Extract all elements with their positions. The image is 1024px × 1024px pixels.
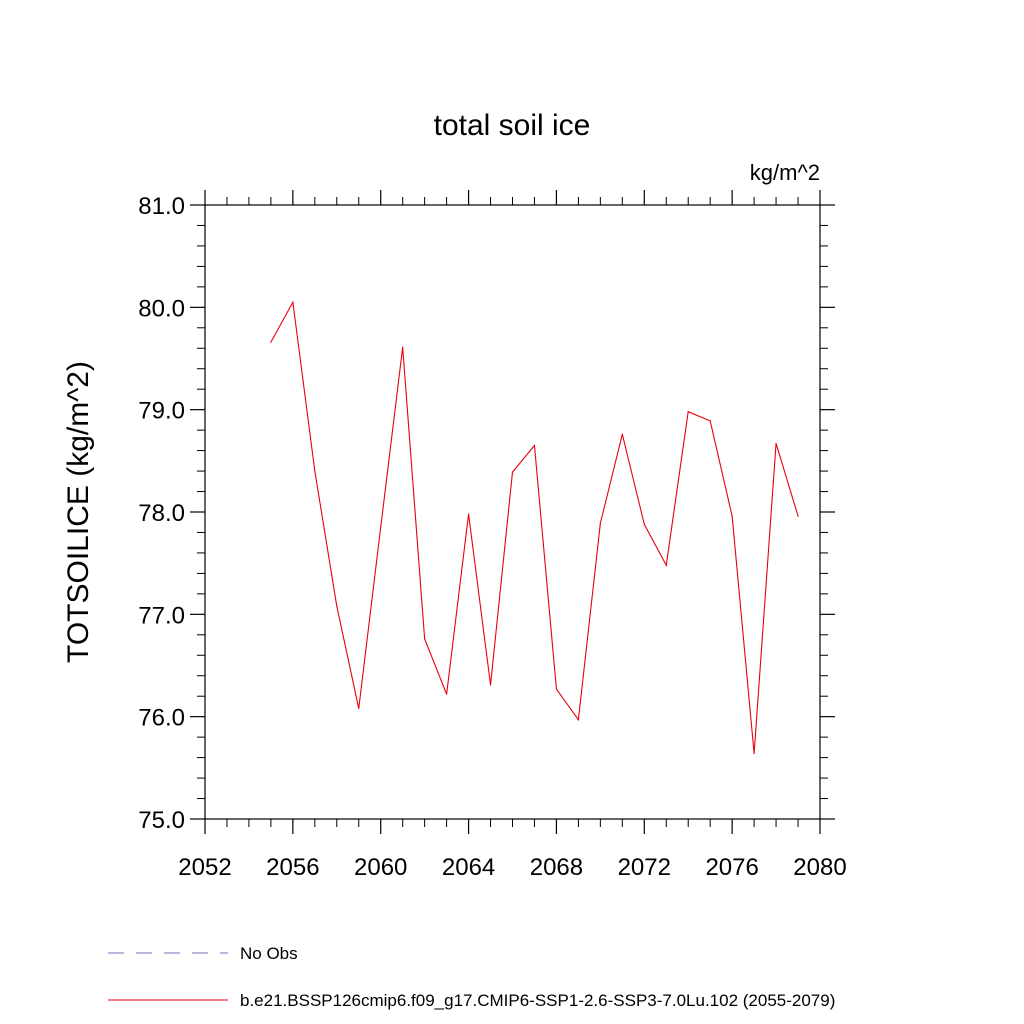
- y-tick-label: 77.0: [138, 602, 185, 629]
- x-tick-label: 2068: [530, 854, 583, 881]
- series-line: [270, 300, 799, 754]
- data-point: [797, 515, 799, 517]
- data-point: [446, 693, 448, 695]
- chart-title: total soil ice: [434, 109, 591, 142]
- data-point: [599, 522, 601, 524]
- x-tick-label: 2072: [618, 854, 671, 881]
- major-ticks: [190, 190, 835, 834]
- data-point: [402, 346, 404, 348]
- y-tick-label: 78.0: [138, 500, 185, 527]
- x-tick-label: 2064: [442, 854, 495, 881]
- data-point: [533, 444, 536, 447]
- data-point: [621, 433, 623, 435]
- legend: No Obs b.e21.BSSP126cmip6.f09_g17.CMIP6-S…: [108, 944, 835, 1010]
- data-point: [467, 513, 470, 515]
- data-point: [687, 411, 689, 413]
- data-point: [577, 719, 579, 721]
- data-point: [775, 442, 777, 445]
- data-point: [380, 526, 382, 528]
- x-tick-label: 2052: [178, 854, 231, 881]
- data-point: [555, 688, 558, 690]
- data-point: [731, 515, 733, 517]
- data-point: [753, 752, 755, 755]
- plot-frame: [204, 204, 821, 820]
- x-tick-label: 2076: [705, 854, 758, 881]
- x-tick-label: 2056: [266, 854, 319, 881]
- y-tick-label: 80.0: [138, 295, 185, 322]
- data-point: [292, 301, 294, 303]
- x-tick-label: 2060: [354, 854, 407, 881]
- x-tick-labels: 2052 2056 2060 2064 2068 2072 2076 2080: [178, 854, 846, 881]
- y-axis-label: TOTSOILICE (kg/m^2): [62, 361, 95, 663]
- data-point: [709, 420, 711, 422]
- y-tick-label: 75.0: [138, 807, 185, 834]
- y-tick-label: 81.0: [138, 193, 185, 220]
- y-tick-label: 79.0: [138, 398, 185, 425]
- legend-label: b.e21.BSSP126cmip6.f09_g17.CMIP6-SSP1-2.…: [240, 991, 835, 1010]
- x-tick-label: 2080: [793, 854, 846, 881]
- data-point: [336, 605, 338, 607]
- data-point: [424, 638, 426, 640]
- minor-ticks: [197, 197, 828, 827]
- data-point: [270, 341, 272, 343]
- y-tick-labels: 75.0 76.0 77.0 78.0 79.0 80.0 81.0: [138, 193, 185, 834]
- data-point: [358, 707, 360, 710]
- data-point: [489, 684, 492, 686]
- series-layer: [270, 300, 799, 755]
- units-label: kg/m^2: [750, 160, 820, 185]
- data-point: [511, 471, 514, 473]
- y-tick-label: 76.0: [138, 705, 185, 732]
- data-point: [314, 470, 316, 472]
- data-point: [665, 564, 667, 566]
- data-point: [643, 523, 645, 525]
- legend-label: No Obs: [240, 944, 298, 963]
